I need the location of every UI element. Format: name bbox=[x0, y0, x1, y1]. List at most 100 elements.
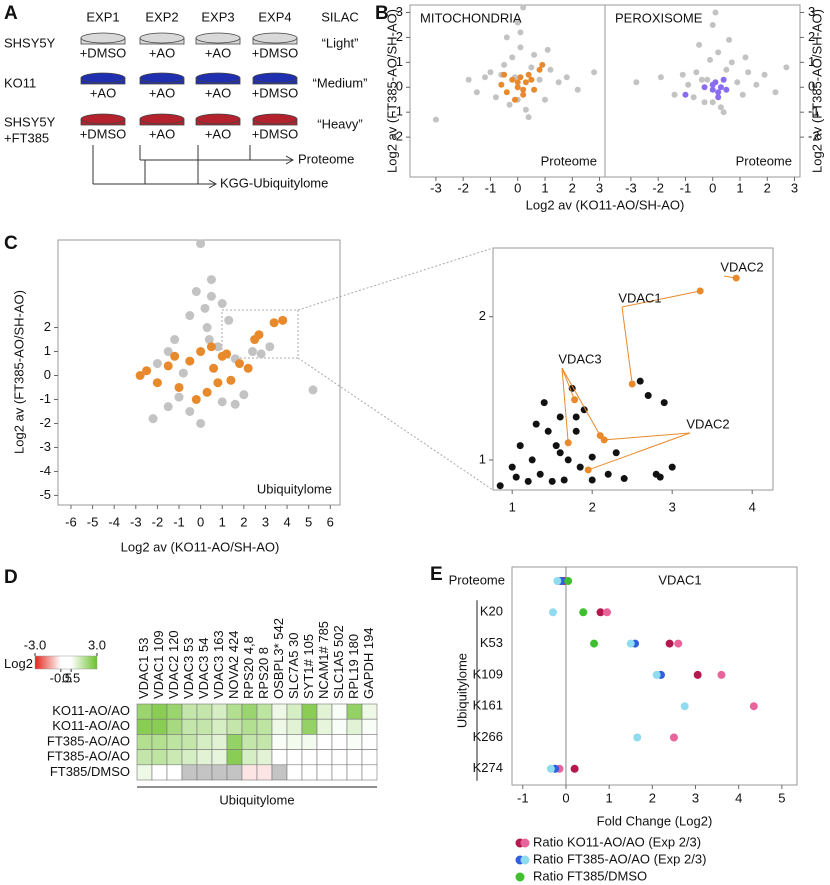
silac-label: “Heavy” bbox=[317, 116, 363, 131]
point bbox=[142, 366, 152, 376]
heat-cell bbox=[226, 703, 243, 720]
row-label: K266 bbox=[473, 729, 503, 744]
heat-cell bbox=[331, 764, 348, 781]
heat-cell bbox=[136, 734, 153, 750]
column-label: RPS20 8 bbox=[256, 647, 271, 699]
y-tick-label: -5 bbox=[39, 487, 51, 502]
annotation-line bbox=[723, 275, 737, 279]
legend-label: Ratio FT385/DMSO bbox=[533, 868, 647, 883]
color-bar bbox=[34, 655, 98, 670]
y-tick-label: -2 bbox=[39, 415, 51, 430]
y-tick-label: 2 bbox=[396, 29, 403, 44]
x-tick-label: -1 bbox=[680, 180, 692, 195]
dot bbox=[652, 670, 661, 679]
treatment: +DMSO bbox=[80, 45, 127, 60]
dish bbox=[139, 32, 185, 44]
column-header: EXP3 bbox=[201, 9, 234, 24]
treatment: +AO bbox=[149, 45, 175, 60]
heat-cell bbox=[211, 734, 228, 750]
y-tick-label: -2 bbox=[391, 129, 403, 144]
point bbox=[536, 76, 543, 83]
point bbox=[772, 89, 779, 96]
y-tick-label: 2 bbox=[808, 29, 815, 44]
point bbox=[580, 406, 588, 414]
point bbox=[528, 456, 536, 464]
y-tick-label: -1 bbox=[391, 104, 403, 119]
point bbox=[591, 69, 598, 76]
y-tick-label: 0 bbox=[396, 79, 403, 94]
heat-cell bbox=[196, 749, 213, 766]
column-label: GAPDH 194 bbox=[361, 627, 376, 699]
heat-cell bbox=[361, 703, 378, 720]
point bbox=[501, 61, 508, 68]
heat-cell bbox=[166, 734, 183, 750]
point bbox=[524, 477, 532, 485]
annotation: VDAC2 bbox=[686, 416, 729, 431]
point bbox=[720, 76, 727, 83]
heat-cell bbox=[301, 734, 318, 750]
point bbox=[712, 9, 719, 16]
row-label: K109 bbox=[473, 666, 503, 681]
point bbox=[509, 76, 516, 83]
point bbox=[243, 363, 253, 373]
point bbox=[715, 94, 722, 101]
dot bbox=[665, 639, 674, 648]
row-label: KO11-AO/AO bbox=[52, 718, 130, 733]
point bbox=[473, 89, 480, 96]
point bbox=[679, 71, 686, 78]
point bbox=[547, 66, 554, 73]
heat-cell bbox=[316, 764, 333, 781]
point bbox=[742, 54, 749, 61]
point bbox=[185, 311, 195, 321]
heat-cell bbox=[196, 764, 213, 781]
heat-cell bbox=[271, 749, 288, 766]
plot-label: Ubiquitylome bbox=[257, 481, 332, 496]
treatment: +AO bbox=[205, 126, 231, 141]
dot bbox=[669, 733, 678, 742]
x-axis-title: Log2 av (KO11-AO/SH-AO) bbox=[526, 197, 685, 212]
point bbox=[682, 91, 689, 98]
point bbox=[174, 392, 184, 402]
x-tick-label: 4 bbox=[749, 499, 756, 514]
point bbox=[717, 84, 724, 91]
point bbox=[196, 347, 206, 357]
point bbox=[536, 66, 543, 73]
heat-cell bbox=[241, 734, 258, 750]
point bbox=[506, 101, 513, 108]
point bbox=[576, 463, 584, 471]
annotation-line bbox=[604, 432, 691, 441]
heat-cell bbox=[211, 718, 228, 735]
series-title: PEROXISOME bbox=[615, 10, 703, 25]
heat-cell bbox=[181, 718, 198, 735]
heat-cell bbox=[286, 764, 303, 781]
output-label: Proteome bbox=[298, 151, 354, 166]
point bbox=[657, 74, 664, 81]
point bbox=[572, 427, 580, 435]
row-label: FT385-AO/AO bbox=[47, 749, 130, 764]
point bbox=[728, 59, 735, 66]
treatment: +DMSO bbox=[252, 85, 299, 100]
point bbox=[191, 394, 201, 404]
point bbox=[685, 81, 692, 88]
dish bbox=[252, 113, 298, 125]
annotation: VDAC3 bbox=[558, 351, 601, 366]
x-tick-label: 1 bbox=[736, 180, 743, 195]
x-tick-label: -3 bbox=[130, 514, 142, 529]
dish bbox=[195, 32, 241, 44]
point bbox=[213, 378, 223, 388]
heat-cell bbox=[271, 703, 288, 720]
heat-cell bbox=[346, 703, 363, 720]
annotation-line bbox=[561, 367, 569, 443]
color-bar-title: Log2 bbox=[4, 656, 33, 671]
y-tick-label: 3 bbox=[808, 4, 815, 19]
x-tick-label: 6 bbox=[327, 514, 334, 529]
point bbox=[206, 291, 216, 301]
y-tick-label: -1 bbox=[808, 104, 820, 119]
x-tick-label: 4 bbox=[735, 790, 742, 805]
heat-cell bbox=[151, 734, 168, 750]
heat-cell bbox=[331, 734, 348, 750]
heat-cell bbox=[361, 734, 378, 750]
dish bbox=[195, 113, 241, 125]
dot bbox=[564, 577, 573, 585]
